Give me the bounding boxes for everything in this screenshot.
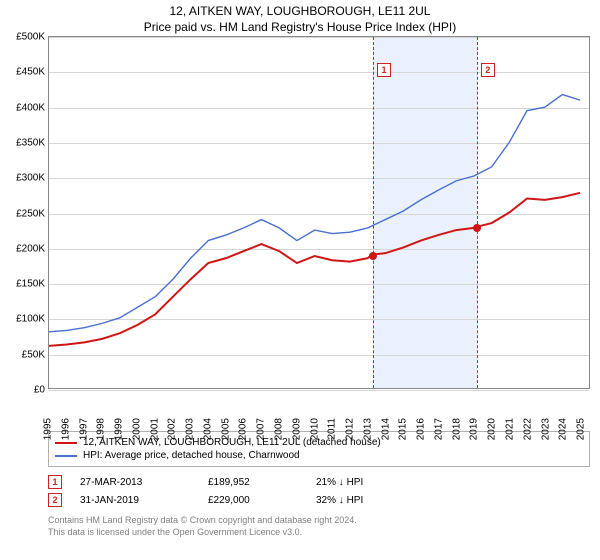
- xtick-label: 1995: [43, 418, 54, 440]
- xtick-label: 2008: [274, 418, 285, 440]
- legend-label-hpi: HPI: Average price, detached house, Char…: [83, 450, 300, 461]
- sale-marker-1: 1: [48, 475, 62, 489]
- sale-price-1: £189,952: [208, 477, 298, 488]
- xtick-label: 2004: [202, 418, 213, 440]
- ytick-label: £300K: [1, 173, 45, 184]
- xtick-label: 2014: [380, 418, 391, 440]
- plot-area: £0£50K£100K£150K£200K£250K£300K£350K£400…: [48, 36, 590, 389]
- ytick-label: £450K: [1, 67, 45, 78]
- series-property: [49, 193, 580, 346]
- legend-row-hpi: HPI: Average price, detached house, Char…: [55, 449, 583, 462]
- ytick-label: £500K: [1, 32, 45, 43]
- title-subtitle: Price paid vs. HM Land Registry's House …: [0, 20, 600, 34]
- xtick-label: 2017: [433, 418, 444, 440]
- ytick-label: £0: [1, 385, 45, 396]
- chart-titles: 12, AITKEN WAY, LOUGHBOROUGH, LE11 2UL P…: [0, 0, 600, 36]
- xtick-label: 2006: [238, 418, 249, 440]
- title-address: 12, AITKEN WAY, LOUGHBOROUGH, LE11 2UL: [0, 4, 600, 18]
- xtick-label: 2007: [256, 418, 267, 440]
- xtick-label: 2012: [345, 418, 356, 440]
- x-axis-labels: 1995199619971998199920002001200220032004…: [48, 389, 590, 425]
- disclaimer: Contains HM Land Registry data © Crown c…: [48, 515, 590, 538]
- xtick-label: 2011: [327, 418, 338, 440]
- sale-dot: [473, 224, 481, 232]
- sale-marker-box: 1: [377, 63, 391, 77]
- sale-row-2: 2 31-JAN-2019 £229,000 32% ↓ HPI: [48, 491, 590, 509]
- sale-date-1: 27-MAR-2013: [80, 477, 190, 488]
- sale-row-1: 1 27-MAR-2013 £189,952 21% ↓ HPI: [48, 473, 590, 491]
- xtick-label: 2013: [362, 418, 373, 440]
- disclaimer-line1: Contains HM Land Registry data © Crown c…: [48, 515, 590, 527]
- sale-price-2: £229,000: [208, 495, 298, 506]
- xtick-label: 2018: [451, 418, 462, 440]
- xtick-label: 2003: [185, 418, 196, 440]
- xtick-label: 1996: [60, 418, 71, 440]
- ytick-label: £200K: [1, 243, 45, 254]
- xtick-label: 2005: [220, 418, 231, 440]
- xtick-label: 2023: [540, 418, 551, 440]
- ytick-label: £250K: [1, 208, 45, 219]
- ytick-label: £100K: [1, 314, 45, 325]
- legend-swatch-hpi: [55, 455, 77, 457]
- xtick-label: 2001: [149, 418, 160, 440]
- xtick-label: 2015: [398, 418, 409, 440]
- xtick-label: 2020: [487, 418, 498, 440]
- arrow-down-icon: ↓: [339, 477, 344, 488]
- xtick-label: 2024: [558, 418, 569, 440]
- xtick-label: 1997: [78, 418, 89, 440]
- xtick-label: 2025: [576, 418, 587, 440]
- xtick-label: 2009: [291, 418, 302, 440]
- ytick-label: £350K: [1, 137, 45, 148]
- series-hpi: [49, 95, 580, 332]
- sale-pct-2: 32% ↓ HPI: [316, 495, 376, 506]
- sale-vline: [477, 37, 478, 388]
- sale-pct-1: 21% ↓ HPI: [316, 477, 376, 488]
- xtick-label: 2021: [505, 418, 516, 440]
- xtick-label: 1998: [96, 418, 107, 440]
- sale-marker-2: 2: [48, 493, 62, 507]
- chart-container: 12, AITKEN WAY, LOUGHBOROUGH, LE11 2UL P…: [0, 0, 600, 538]
- arrow-down-icon: ↓: [339, 495, 344, 506]
- xtick-label: 1999: [114, 418, 125, 440]
- ytick-label: £400K: [1, 102, 45, 113]
- legend-swatch-property: [55, 442, 77, 444]
- xtick-label: 2000: [131, 418, 142, 440]
- xtick-label: 2022: [522, 418, 533, 440]
- line-series-svg: [49, 37, 589, 388]
- xtick-label: 2016: [416, 418, 427, 440]
- sale-vline: [373, 37, 374, 388]
- sale-date-2: 31-JAN-2019: [80, 495, 190, 506]
- ytick-label: £50K: [1, 349, 45, 360]
- ytick-label: £150K: [1, 279, 45, 290]
- xtick-label: 2019: [469, 418, 480, 440]
- sale-marker-box: 2: [481, 63, 495, 77]
- sale-dot: [369, 252, 377, 260]
- xtick-label: 2002: [167, 418, 178, 440]
- sales-table: 1 27-MAR-2013 £189,952 21% ↓ HPI 2 31-JA…: [48, 473, 590, 509]
- xtick-label: 2010: [309, 418, 320, 440]
- disclaimer-line2: This data is licensed under the Open Gov…: [48, 527, 590, 539]
